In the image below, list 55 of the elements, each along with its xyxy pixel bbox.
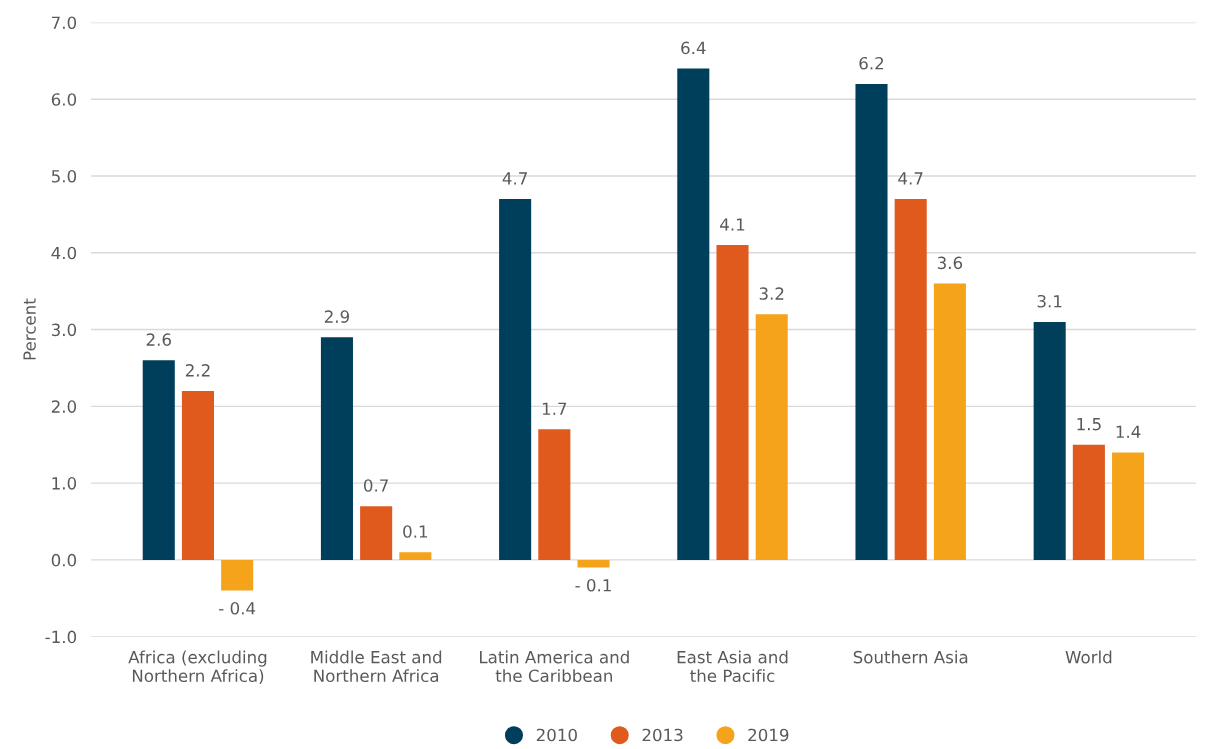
legend-label: 2019 — [748, 728, 789, 742]
bar — [677, 68, 710, 560]
bar — [499, 199, 532, 560]
data-label: 1.7 — [542, 402, 567, 415]
data-label: 6.4 — [681, 41, 706, 55]
data-label: 3.2 — [759, 287, 784, 300]
bar — [538, 429, 571, 560]
data-label: 1.5 — [1077, 417, 1101, 431]
bar — [320, 337, 353, 560]
data-label: 0.1 — [403, 525, 428, 538]
bar — [1033, 321, 1066, 560]
data-label: 2.6 — [146, 333, 171, 346]
y-tick-label: 3.0 — [51, 323, 77, 337]
x-tick-label: Middle East and Northern Africa — [311, 650, 442, 683]
x-tick-label: East Asia and the Pacific — [677, 650, 788, 683]
bar — [894, 199, 927, 560]
bar — [716, 245, 749, 560]
data-label: 4.7 — [898, 172, 923, 185]
data-label: - 0.1 — [575, 578, 611, 592]
data-label: 2.9 — [324, 310, 350, 323]
bar — [360, 506, 393, 560]
x-tick-label: Southern Asia — [853, 650, 968, 664]
y-tick-label: 2.0 — [51, 400, 77, 413]
y-tick-label: 6.0 — [51, 93, 77, 106]
y-tick-label: 0.0 — [51, 553, 77, 567]
bar — [755, 314, 788, 560]
x-tick-label: Latin America and the Caribbean — [480, 650, 629, 683]
data-label: 2.2 — [185, 364, 210, 377]
bar — [399, 552, 432, 560]
y-tick-label: 4.0 — [51, 246, 77, 260]
bar — [577, 559, 610, 568]
x-tick-label: World — [1065, 650, 1112, 664]
bar — [142, 360, 175, 560]
bar — [181, 390, 214, 560]
data-label: 6.2 — [859, 56, 884, 70]
data-label: 4.7 — [502, 172, 527, 185]
data-label: 3.6 — [937, 256, 963, 270]
bar — [1072, 444, 1105, 560]
y-axis-title: Percent — [23, 298, 36, 360]
y-tick-label: 7.0 — [52, 16, 77, 30]
bar — [1112, 452, 1145, 560]
data-label: 3.1 — [1037, 294, 1062, 308]
y-tick-label: -1.0 — [45, 630, 77, 644]
legend-label: 2010 — [536, 728, 577, 742]
bar — [933, 283, 966, 560]
data-label: - 0.4 — [219, 601, 256, 615]
data-label: 4.1 — [720, 218, 745, 231]
y-tick-label: 1.0 — [52, 477, 77, 490]
x-tick-label: Africa (excluding Northern Africa) — [128, 650, 267, 685]
data-label: 0.7 — [363, 479, 388, 492]
bar — [855, 83, 888, 560]
bar — [221, 559, 254, 591]
data-label: 1.4 — [1116, 425, 1141, 438]
y-tick-label: 5.0 — [51, 169, 77, 183]
legend-label: 2013 — [642, 728, 683, 742]
